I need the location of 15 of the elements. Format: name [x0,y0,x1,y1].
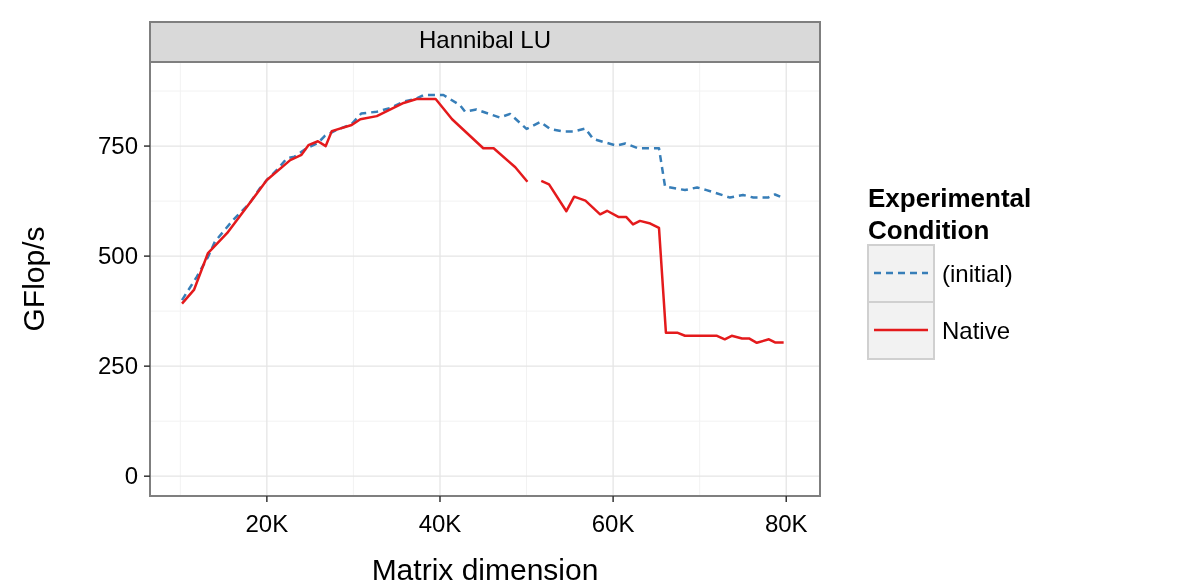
chart-title: Hannibal LU [418,26,552,53]
x-tick-label: 20K [245,510,289,537]
x-tick-label: 80K [764,510,808,537]
y-tick-label: 750 [97,132,138,160]
legend-title: Experimental Condition [868,183,1032,245]
x-tick-label: 60K [591,510,635,537]
line-series [180,93,782,302]
legend-label: Native [942,317,1011,344]
y-tick-label: 0 [124,462,138,490]
legend-label: (initial) [942,260,1013,287]
y-tick-label: 250 [97,352,138,380]
y-tick-label: 500 [97,242,138,270]
x-axis-title: Matrix dimension [371,553,599,584]
y-axis-title: GFlop/s [17,226,50,332]
x-tick-label: 40K [418,510,462,537]
